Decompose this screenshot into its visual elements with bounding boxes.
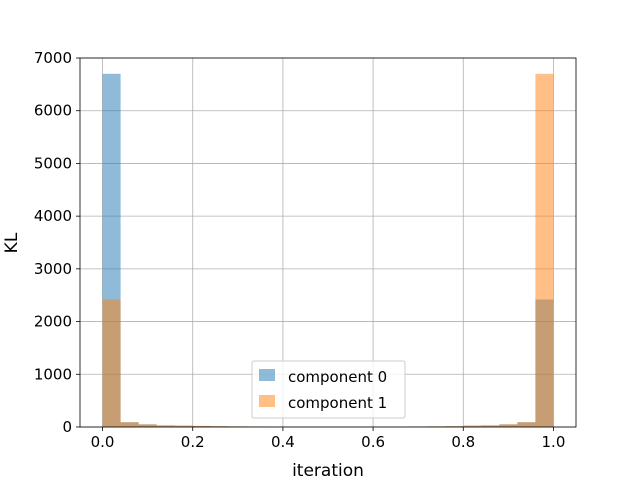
x-tick-label: 0.8 bbox=[451, 433, 475, 451]
y-tick-label: 4000 bbox=[34, 207, 72, 225]
bar-component-1 bbox=[535, 74, 553, 427]
bar-component-1 bbox=[121, 422, 139, 427]
x-tick-label: 0.2 bbox=[181, 433, 205, 451]
x-tick-label: 0.4 bbox=[271, 433, 295, 451]
y-tick-label: 5000 bbox=[34, 154, 72, 172]
legend-swatch-component-1 bbox=[259, 395, 275, 407]
x-tick-label: 0.0 bbox=[91, 433, 115, 451]
y-tick-label: 1000 bbox=[34, 365, 72, 383]
y-tick-label: 2000 bbox=[34, 313, 72, 331]
bar-component-1 bbox=[103, 299, 121, 427]
legend-swatch-component-0 bbox=[259, 369, 275, 381]
legend: component 0 component 1 bbox=[252, 361, 405, 418]
x-axis-label: iteration bbox=[292, 461, 364, 480]
x-tick-label: 1.0 bbox=[542, 433, 566, 451]
y-tick-label: 0 bbox=[62, 418, 72, 436]
bar-component-1 bbox=[517, 422, 535, 427]
x-tick-label: 0.6 bbox=[361, 433, 385, 451]
legend-label-component-0: component 0 bbox=[288, 368, 387, 386]
y-axis-label: KL bbox=[2, 232, 22, 253]
y-tick-label: 6000 bbox=[34, 102, 72, 120]
y-tick-label: 7000 bbox=[34, 49, 72, 67]
y-tick-label: 3000 bbox=[34, 260, 72, 278]
legend-label-component-1: component 1 bbox=[288, 394, 387, 412]
